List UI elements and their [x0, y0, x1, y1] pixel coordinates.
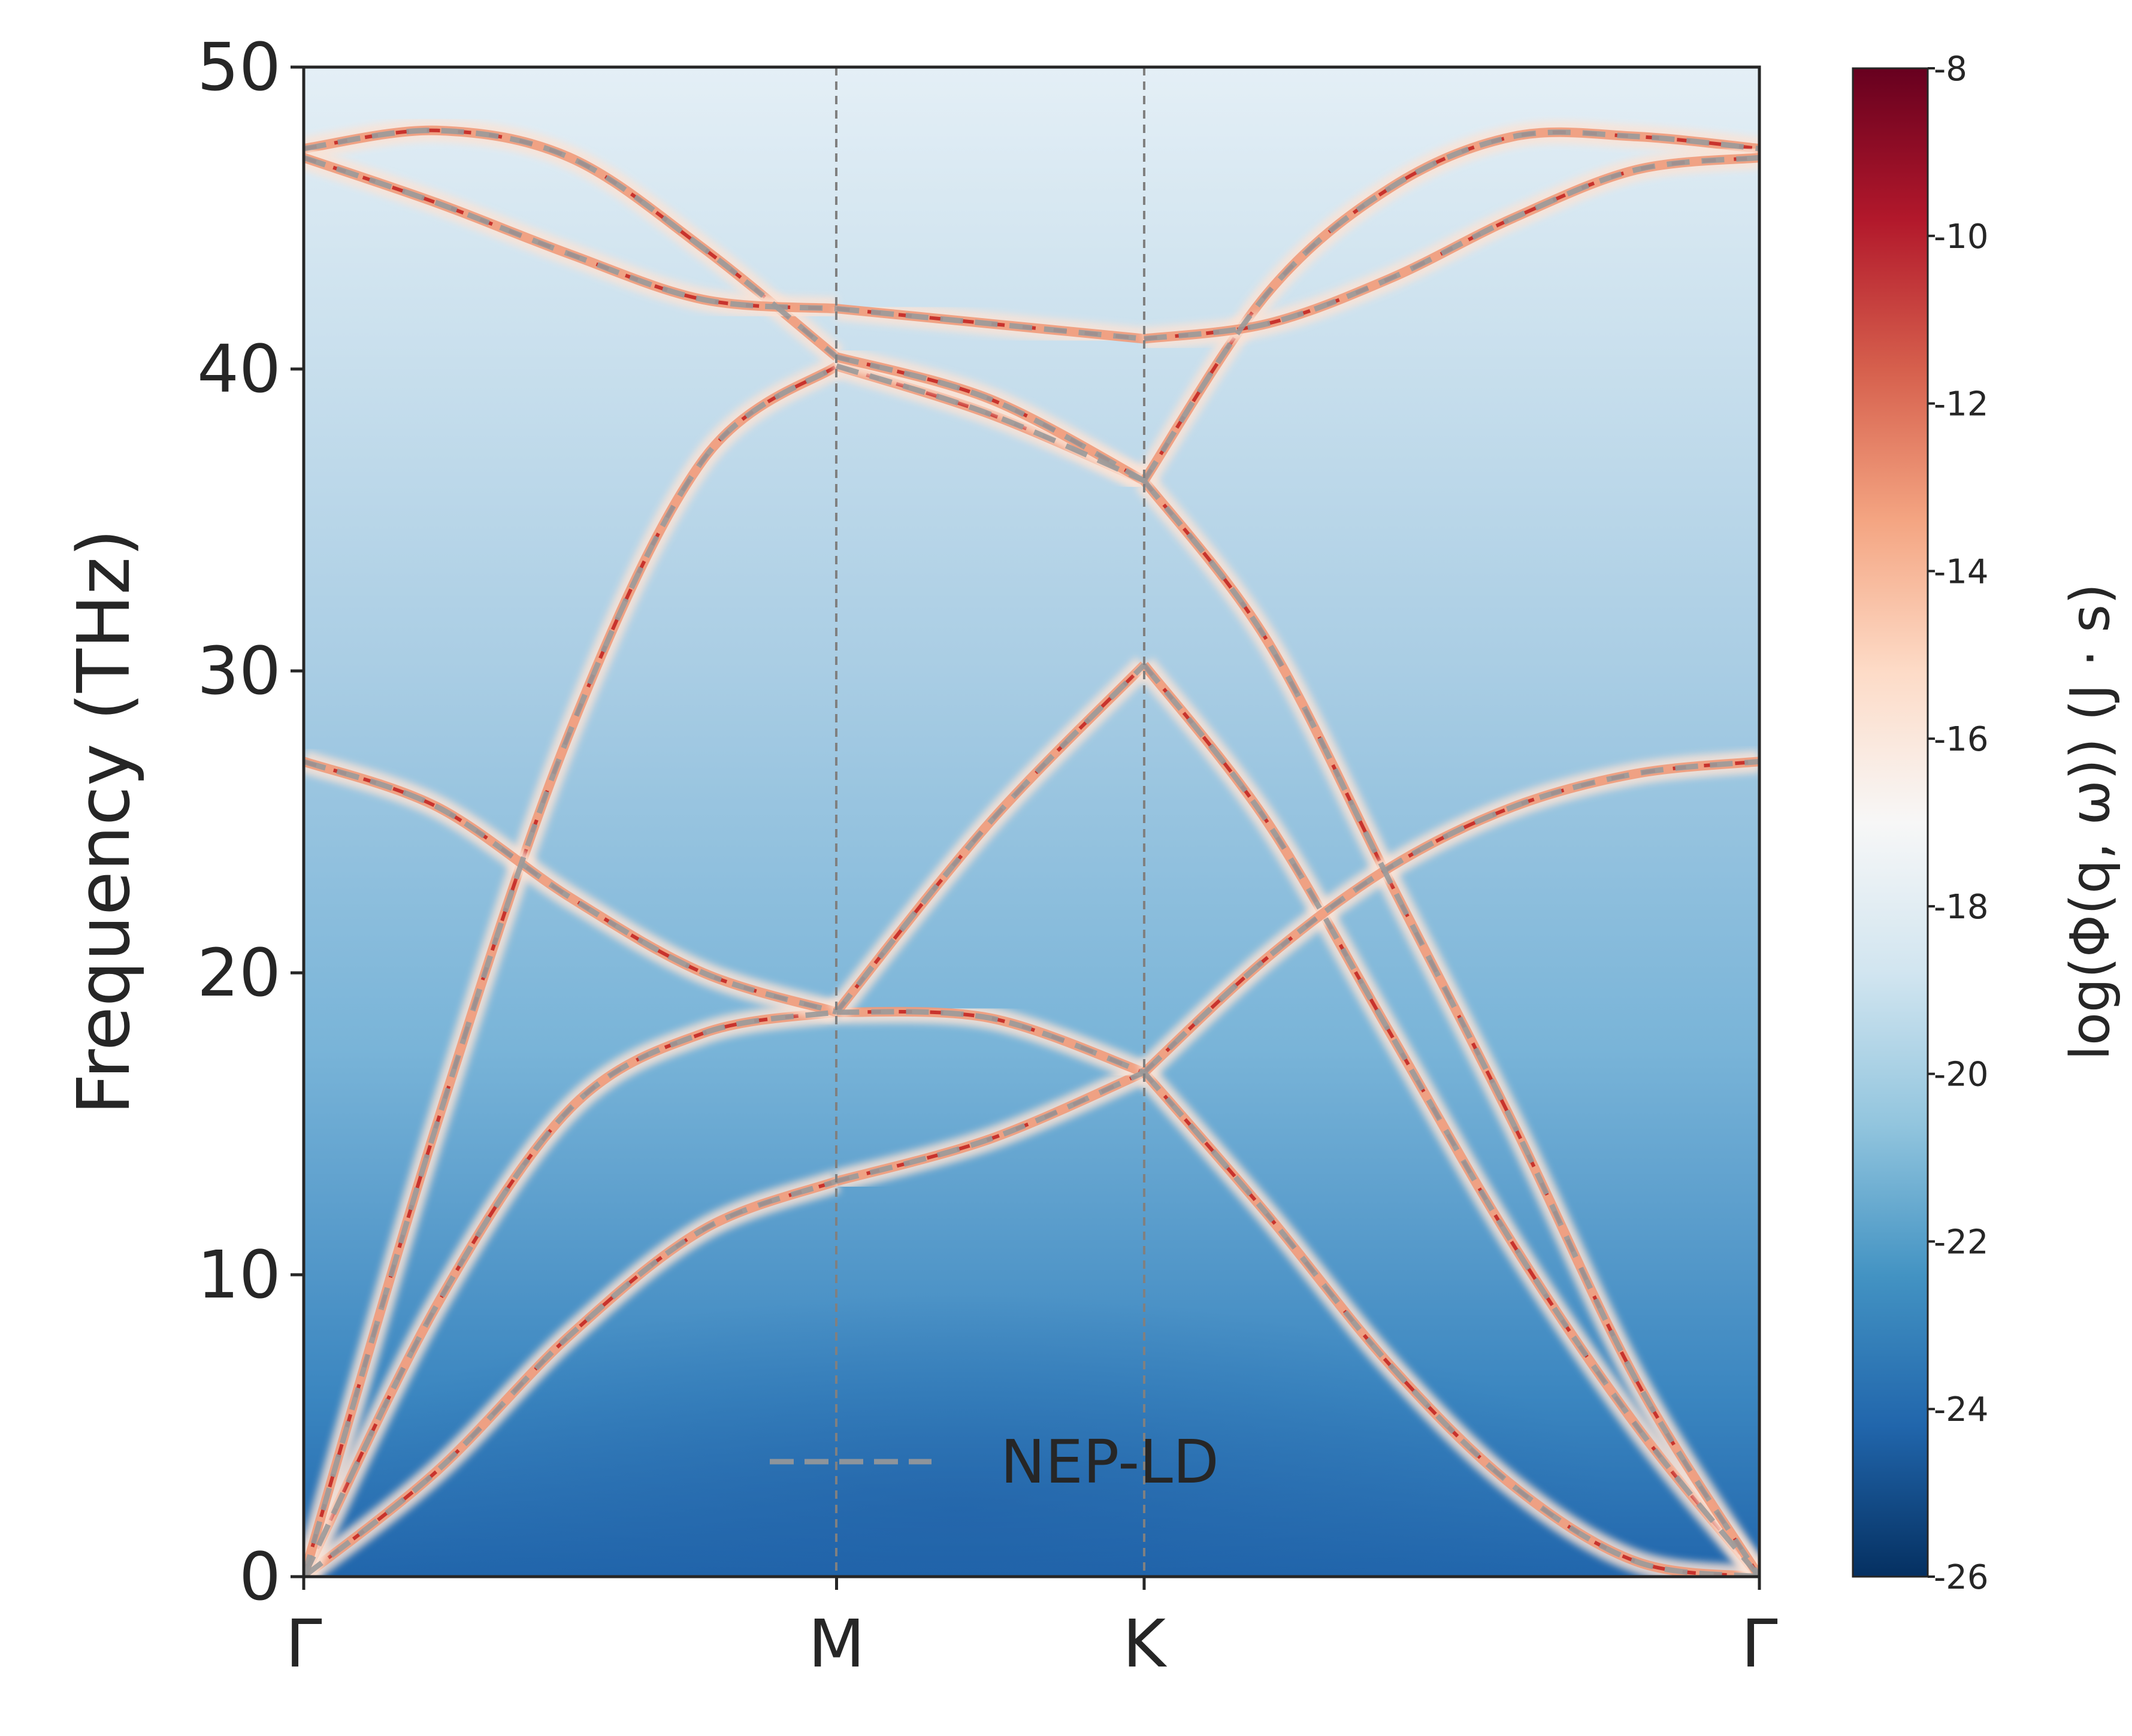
x-tick-label-1: M: [808, 1605, 865, 1682]
nep-ld-dispersion-lines: [304, 128, 1759, 1577]
y-tick-label-40: 40: [197, 331, 281, 407]
colorbar-tick-label-2: -12: [1934, 385, 1988, 424]
nep-ld-line-branch-Γ-M-2: [304, 1009, 837, 1577]
nep-ld-line-branch-K-Γ-6: [1144, 155, 1759, 342]
y-axis: 0 10 20 30 40 50: [197, 29, 304, 1615]
y-tick-label-20: 20: [197, 934, 281, 1011]
y-tick-label-0: 0: [239, 1538, 281, 1615]
colorbar: -8 -10 -12 -14 -16 -18 -20 -22 -24 -26 log(Φ(q, ω…: [1852, 50, 2122, 1597]
nep-ld-line-branch-M-K-4: [836, 363, 1145, 483]
band-peak-branch-Γ-M-3: [304, 364, 838, 1577]
x-tick-label-2: K: [1123, 1605, 1168, 1682]
nep-ld-line-branch-Γ-M-1: [304, 1178, 838, 1577]
y-axis-title: Frequency (THz): [63, 529, 146, 1115]
colorbar-tick-label-8: -24: [1934, 1390, 1988, 1429]
plot-area: [302, 65, 1761, 1578]
colorbar-tick-label-4: -16: [1934, 720, 1988, 759]
nep-ld-line-branch-M-K-6: [836, 306, 1145, 342]
nep-ld-line-branch-K-Γ-1: [1142, 1070, 1759, 1577]
nep-ld-line-branch-K-Γ-4: [1142, 758, 1759, 1075]
y-tick-label-50: 50: [197, 29, 281, 105]
nep-ld-line-branch-Γ-M-3: [304, 364, 839, 1577]
band-peak-branch-K-Γ-1: [1142, 1071, 1759, 1577]
nep-ld-line-branch-M-K-1: [836, 1070, 1145, 1184]
x-tick-label-0: Γ: [285, 1605, 322, 1682]
plot-frame: [302, 65, 1761, 1578]
colorbar-tick-label-1: -10: [1934, 217, 1988, 256]
heatmap-low-intensity-region: [304, 1294, 1617, 1577]
nep-ld-line-branch-Γ-M-4: [304, 758, 837, 1015]
x-tick-label-3: Γ: [1741, 1605, 1777, 1682]
nep-ld-line-branch-M-K-2: [836, 1009, 1145, 1075]
colorbar-tick-label-7: -22: [1934, 1223, 1988, 1262]
y-tick-label-30: 30: [197, 633, 281, 709]
nep-ld-line-branch-K-Γ-5: [1142, 129, 1759, 482]
band-peak-branch-M-K-3: [835, 663, 1146, 1014]
legend-label-nep-ld: NEP-LD: [1000, 1427, 1219, 1497]
nep-ld-line-branch-K-Γ-2: [1142, 663, 1759, 1577]
nep-ld-line-branch-M-K-5: [836, 354, 1146, 483]
nep-ld-line-branch-M-K-3: [834, 663, 1147, 1014]
colorbar-tick-label-3: -14: [1934, 552, 1988, 591]
y-tick-label-10: 10: [197, 1236, 281, 1313]
colorbar-tick-label-0: -8: [1934, 50, 1967, 89]
colorbar-tick-label-5: -18: [1934, 888, 1988, 927]
nep-ld-line-branch-Γ-M-6: [304, 155, 837, 311]
colorbar-tick-label-9: -26: [1934, 1558, 1988, 1597]
colorbar-title: log(Φ(q, ω)) (J · s): [2059, 583, 2122, 1060]
legend: NEP-LD: [770, 1427, 1219, 1497]
colorbar-ticks: -8 -10 -12 -14 -16 -18 -20 -22 -24 -26: [1928, 50, 1988, 1597]
nep-ld-line-branch-K-Γ-3: [1142, 479, 1759, 1577]
colorbar-title-text: log(Φ(q, ω)) (J · s): [2059, 583, 2122, 1060]
nep-ld-line-branch-Γ-M-5: [304, 128, 839, 359]
colorbar-gradient: [1852, 67, 1929, 1578]
colorbar-tick-label-6: -20: [1934, 1055, 1988, 1094]
